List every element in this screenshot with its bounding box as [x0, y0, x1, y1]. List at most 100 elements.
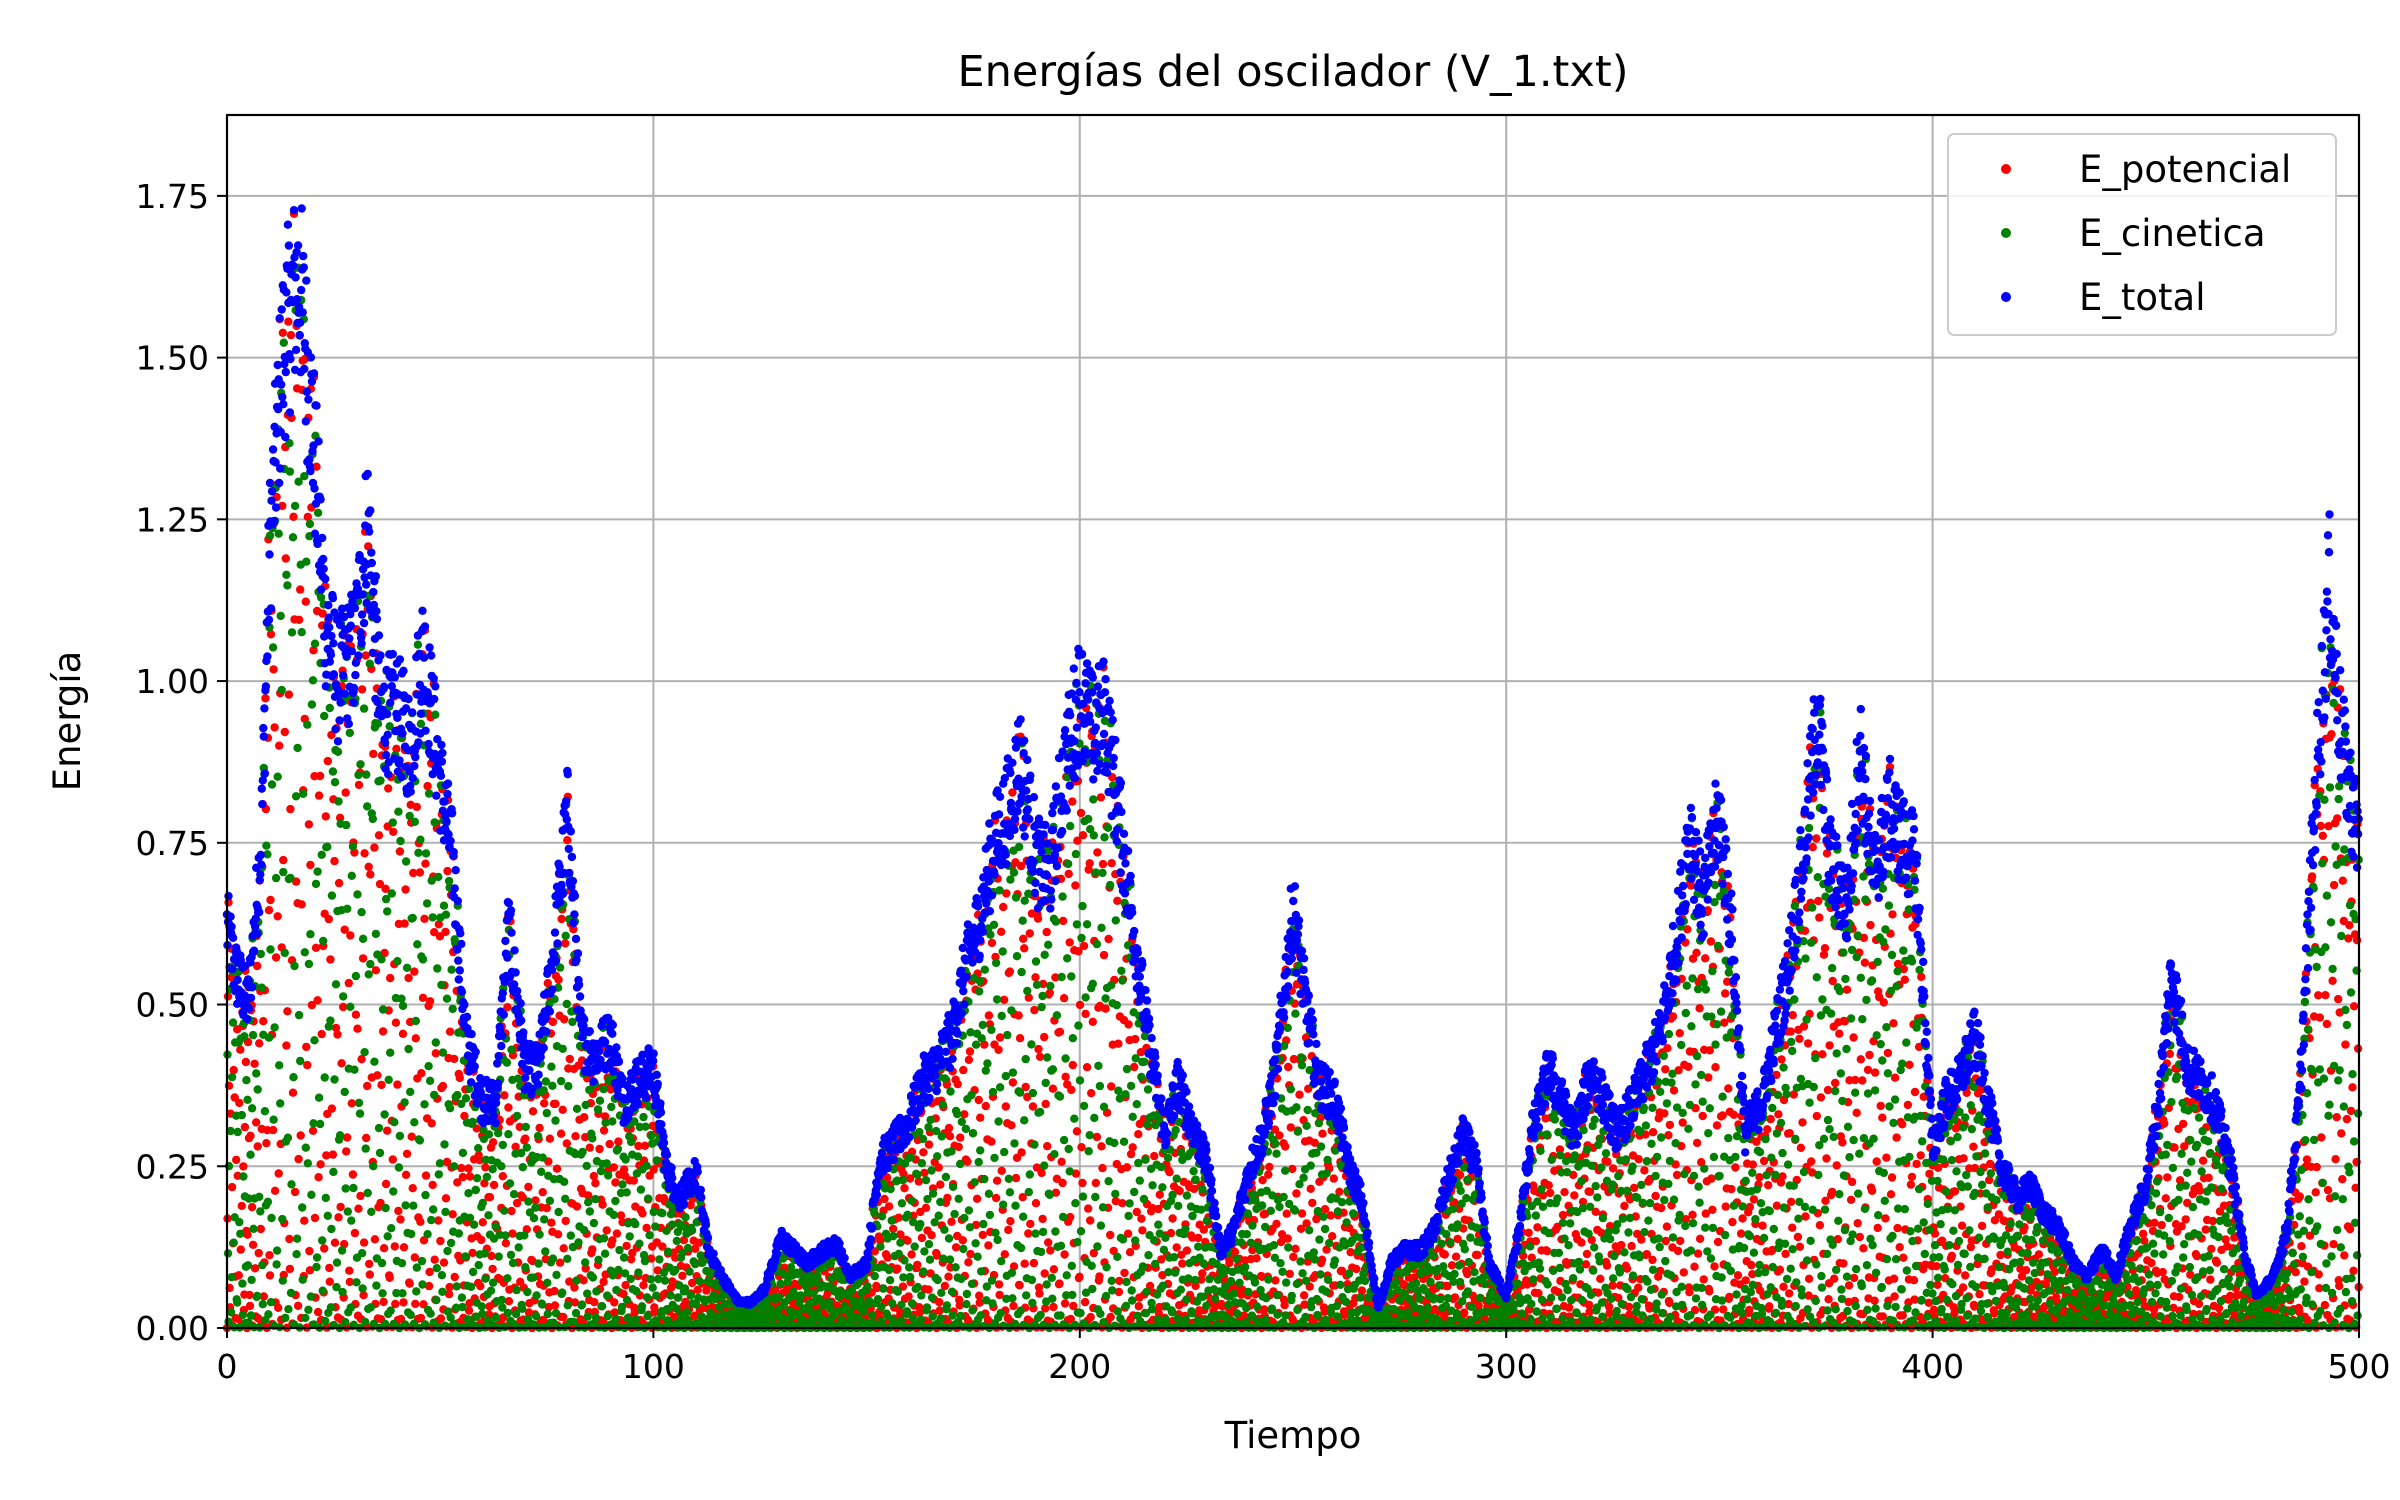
point-e-cinetica: [341, 1317, 350, 1327]
point-e-potencial: [1629, 1183, 1639, 1193]
point-e-potencial: [498, 1172, 507, 1181]
point-e-potencial: [1524, 1228, 1533, 1238]
point-e-cinetica: [558, 1044, 567, 1054]
point-e-cinetica: [397, 1259, 407, 1268]
point-e-cinetica: [249, 1224, 258, 1234]
point-e-potencial: [1996, 1250, 2005, 1260]
point-e-potencial: [693, 1285, 702, 1295]
point-e-cinetica: [298, 1275, 307, 1284]
point-e-cinetica: [285, 467, 295, 476]
point-e-potencial: [940, 1281, 950, 1291]
point-e-potencial: [1009, 1262, 1019, 1271]
point-e-potencial: [1914, 1042, 1924, 1052]
point-e-potencial: [565, 1054, 574, 1064]
point-e-potencial: [600, 1112, 610, 1121]
point-e-cinetica: [635, 1239, 644, 1248]
point-e-cinetica: [284, 1305, 293, 1314]
point-e-cinetica: [603, 1312, 612, 1321]
point-e-potencial: [1038, 1214, 1047, 1224]
point-e-cinetica: [588, 1273, 598, 1282]
point-e-potencial: [1581, 1260, 1591, 1269]
point-e-potencial: [2212, 1258, 2222, 1267]
data-points: [222, 204, 2363, 1333]
point-e-cinetica: [494, 1129, 503, 1138]
point-e-potencial: [1889, 1019, 1898, 1028]
point-e-cinetica: [304, 1305, 313, 1315]
point-e-cinetica: [380, 1110, 389, 1119]
point-e-potencial: [2337, 1129, 2346, 1138]
point-e-cinetica: [363, 1188, 372, 1198]
point-e-cinetica: [507, 1045, 516, 1054]
point-e-potencial: [630, 1308, 639, 1317]
point-e-potencial: [425, 997, 435, 1006]
point-e-potencial: [1089, 1248, 1099, 1258]
point-e-potencial: [1019, 934, 1028, 943]
point-e-cinetica: [303, 1159, 312, 1168]
point-e-potencial: [1068, 1060, 1078, 1070]
point-e-potencial: [423, 781, 432, 791]
point-e-potencial: [394, 1206, 403, 1216]
point-e-potencial: [543, 979, 552, 988]
point-e-potencial: [658, 1242, 667, 1251]
point-e-potencial: [1855, 1232, 1865, 1242]
point-e-potencial: [431, 1049, 440, 1058]
point-e-potencial: [1977, 1085, 1986, 1094]
point-e-potencial: [1106, 1230, 1115, 1240]
point-e-potencial: [1785, 1289, 1794, 1298]
point-e-potencial: [1796, 1143, 1806, 1153]
point-e-potencial: [1014, 1011, 1023, 1020]
point-e-potencial: [2345, 921, 2354, 930]
point-e-cinetica: [571, 1308, 581, 1318]
point-e-potencial: [2204, 1173, 2213, 1183]
point-e-potencial: [236, 1045, 245, 1054]
point-e-cinetica: [633, 1152, 643, 1161]
point-e-potencial: [1122, 1163, 1132, 1172]
point-e-potencial: [1041, 1304, 1050, 1313]
point-e-potencial: [1016, 861, 1026, 871]
point-e-potencial: [994, 1045, 1003, 1055]
point-e-potencial: [1048, 1084, 1058, 1093]
point-e-cinetica: [413, 940, 422, 949]
point-e-potencial: [266, 630, 276, 639]
point-e-potencial: [572, 1202, 582, 1211]
point-e-potencial: [1933, 1280, 1942, 1290]
point-e-potencial: [599, 1126, 609, 1135]
point-e-potencial: [2307, 872, 2317, 881]
point-e-potencial: [545, 1134, 555, 1143]
point-e-potencial: [1890, 1073, 1900, 1082]
point-e-cinetica: [227, 1072, 237, 1082]
point-e-potencial: [1950, 1187, 1960, 1196]
point-e-cinetica: [457, 1293, 467, 1302]
point-e-potencial: [1763, 1125, 1772, 1134]
point-e-potencial: [1082, 1063, 1092, 1072]
point-e-potencial: [1067, 1085, 1076, 1095]
point-e-potencial: [1787, 1197, 1796, 1207]
point-e-potencial: [984, 1241, 993, 1250]
point-e-potencial: [243, 1230, 252, 1239]
point-e-potencial: [1893, 959, 1903, 969]
point-e-potencial: [1137, 1214, 1146, 1223]
point-e-potencial: [1020, 1259, 1029, 1268]
point-e-potencial: [417, 1069, 426, 1078]
point-e-potencial: [1302, 1219, 1311, 1228]
point-e-cinetica: [439, 901, 449, 910]
point-e-potencial: [374, 831, 384, 840]
point-e-potencial: [1688, 1210, 1697, 1220]
point-e-potencial: [1225, 1258, 1234, 1268]
point-e-potencial: [588, 1245, 597, 1254]
point-e-potencial: [1271, 1276, 1280, 1285]
point-e-potencial: [380, 948, 389, 958]
point-e-potencial: [359, 1291, 368, 1300]
point-e-potencial: [924, 1140, 934, 1149]
point-e-potencial: [1055, 1027, 1065, 1037]
point-e-cinetica: [359, 704, 369, 713]
point-e-potencial: [1312, 1214, 1321, 1224]
point-e-potencial: [1959, 1154, 1968, 1163]
point-e-potencial: [1860, 958, 1870, 967]
point-e-cinetica: [331, 980, 341, 989]
point-e-potencial: [278, 328, 287, 337]
point-e-cinetica: [512, 1111, 522, 1121]
point-e-cinetica: [298, 1203, 307, 1212]
point-e-potencial: [245, 1290, 254, 1300]
point-e-cinetica: [508, 1258, 518, 1268]
